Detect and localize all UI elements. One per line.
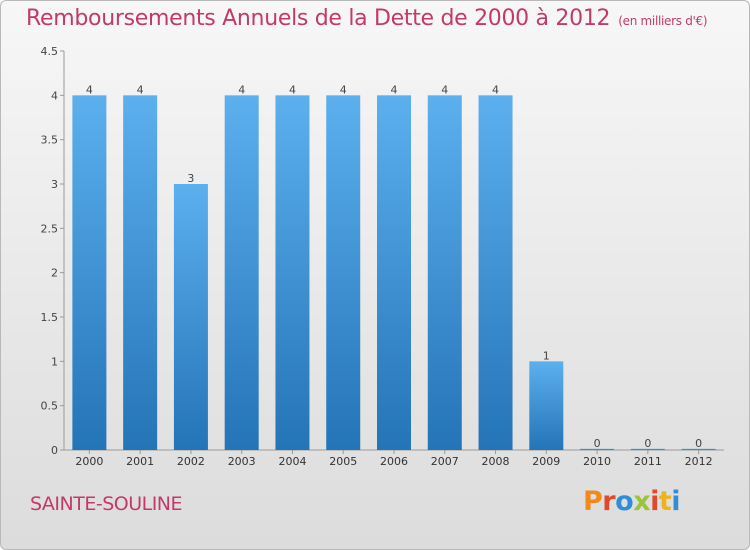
x-tick-label: 2004 — [278, 455, 306, 468]
y-tick-label: 1.5 — [41, 311, 59, 324]
bar — [275, 95, 310, 450]
logo-letter: t — [658, 486, 672, 517]
data-label: 4 — [441, 83, 448, 96]
data-label: 0 — [594, 437, 601, 450]
logo-letter: o — [615, 486, 634, 517]
x-tick-label: 2009 — [532, 455, 560, 468]
data-label: 4 — [340, 83, 347, 96]
data-label: 3 — [187, 172, 194, 185]
logo-letter: i — [650, 486, 659, 517]
y-tick-label: 2.5 — [41, 222, 59, 235]
y-tick-label: 3 — [51, 178, 58, 191]
chart-unit: (en milliers d'€) — [618, 14, 708, 28]
y-tick-label: 1 — [51, 355, 58, 368]
bar — [72, 95, 107, 450]
data-label: 0 — [644, 437, 651, 450]
x-tick-label: 2003 — [228, 455, 256, 468]
data-label: 4 — [492, 83, 499, 96]
x-tick-label: 2007 — [431, 455, 459, 468]
logo-letter: r — [602, 486, 616, 517]
x-tick-label: 2010 — [583, 455, 611, 468]
bar — [427, 95, 462, 450]
bar — [377, 95, 411, 450]
data-label: 4 — [289, 83, 296, 96]
data-label: 4 — [391, 83, 398, 96]
y-tick-label: 0.5 — [41, 400, 59, 413]
y-tick-label: 4.5 — [41, 45, 59, 58]
x-tick-label: 2012 — [685, 455, 713, 468]
bar — [630, 448, 665, 450]
x-tick-label: 2008 — [482, 455, 510, 468]
logo-letter: x — [633, 486, 651, 517]
x-tick-label: 2002 — [177, 455, 205, 468]
x-tick-label: 2005 — [329, 455, 357, 468]
data-label: 0 — [695, 437, 702, 450]
bar — [224, 95, 259, 450]
logo-letter: i — [671, 486, 681, 517]
y-tick-label: 0 — [51, 444, 58, 457]
bar — [580, 448, 615, 450]
data-label: 4 — [86, 83, 93, 96]
x-tick-label: 2011 — [634, 455, 662, 468]
bar — [173, 184, 208, 450]
bar — [681, 448, 716, 450]
x-tick-label: 2006 — [380, 455, 408, 468]
bar — [478, 95, 513, 450]
commune-name: SAINTE-SOULINE — [30, 493, 183, 515]
bar — [326, 95, 361, 450]
x-tick-label: 2000 — [75, 455, 103, 468]
data-label: 4 — [137, 83, 144, 96]
y-tick-label: 3.5 — [41, 134, 59, 147]
y-tick-label: 2 — [51, 267, 58, 280]
bar — [529, 361, 564, 450]
data-label: 4 — [238, 83, 245, 96]
proxiti-logo: Proxiti — [583, 486, 681, 517]
chart-title-text: Remboursements Annuels de la Dette de 20… — [26, 6, 611, 31]
y-tick-label: 4 — [51, 89, 58, 102]
logo-letter: P — [583, 486, 603, 517]
x-tick-label: 2001 — [126, 455, 154, 468]
data-label: 1 — [543, 349, 550, 362]
bar — [123, 95, 158, 450]
chart-title: Remboursements Annuels de la Dette de 20… — [26, 6, 708, 31]
